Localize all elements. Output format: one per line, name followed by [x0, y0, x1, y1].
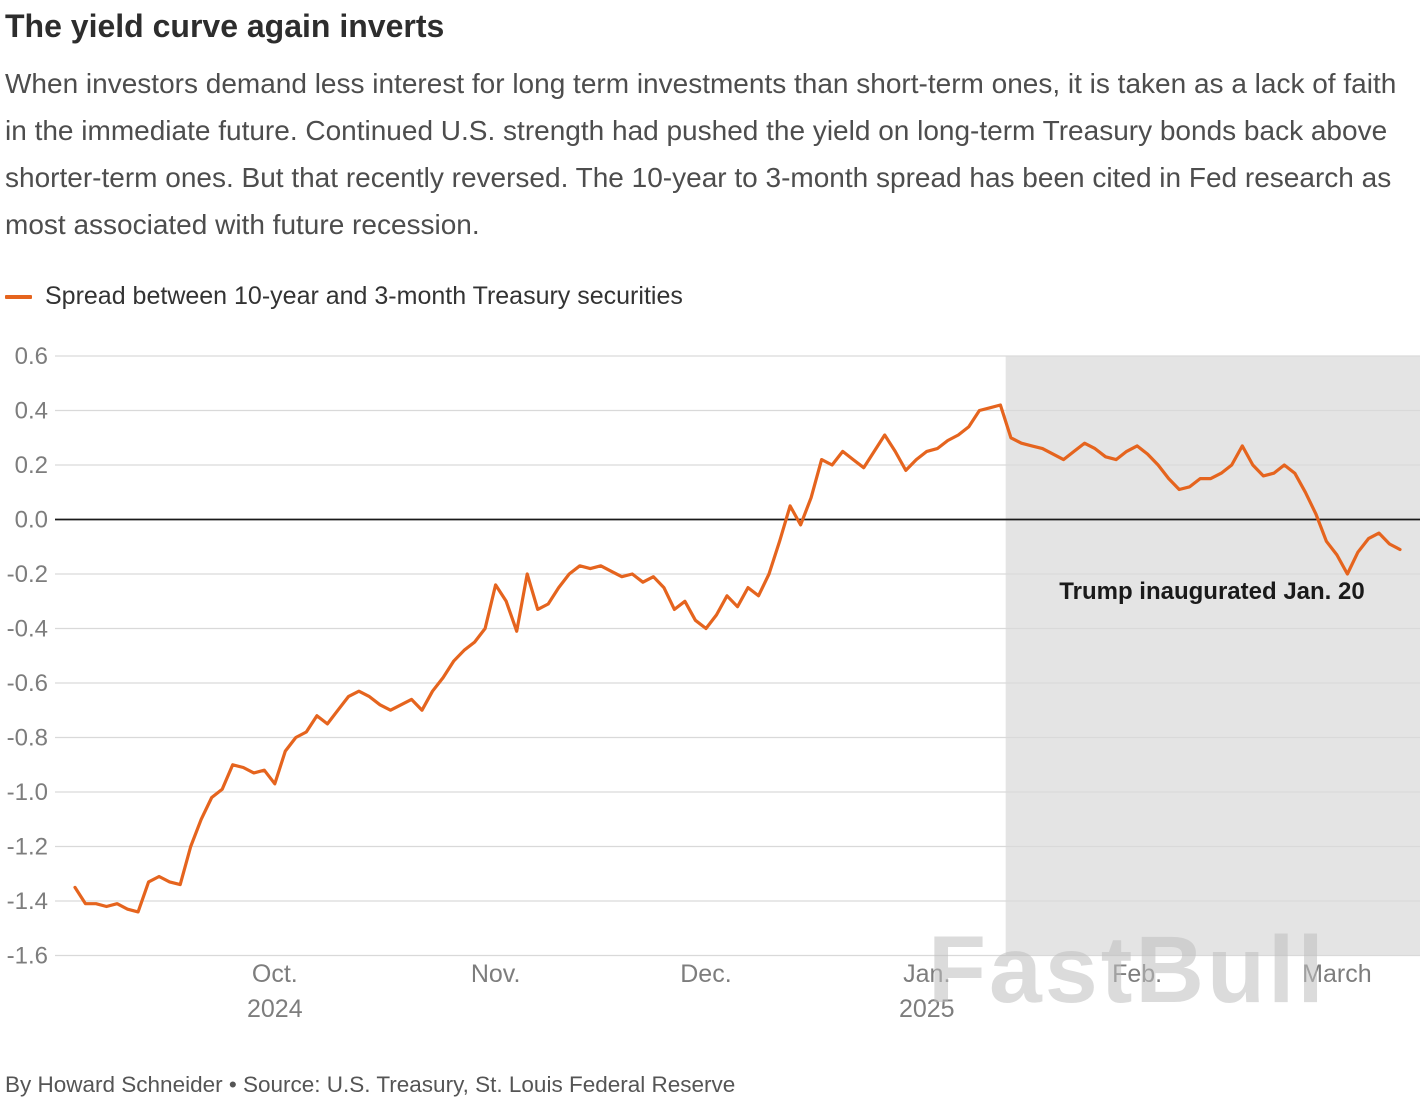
inauguration-annotation: Trump inaugurated Jan. 20: [1059, 578, 1365, 605]
page-title: The yield curve again inverts: [5, 8, 445, 44]
legend: Spread between 10-year and 3-month Treas…: [5, 282, 683, 311]
y-axis-tick-label: -1.2: [7, 834, 48, 861]
x-axis-tick-label: Dec.: [680, 960, 731, 988]
chart-description: When investors demand less interest for …: [5, 68, 1397, 240]
x-axis-tick-label: Jan.: [903, 960, 950, 988]
x-axis-tick-label: March: [1302, 960, 1371, 988]
yield-curve-chart: 0.6 0.4 0.2 0.0 -0.2 -0.4 -0.6 -0.8 -1.0 -1.2 -1.4…: [7, 343, 1420, 1023]
byline-source: By Howard Schneider • Source: U.S. Treas…: [5, 1072, 736, 1097]
y-axis-tick-label: -0.4: [7, 616, 48, 643]
y-axis-tick-label: -0.8: [7, 725, 48, 752]
legend-line-swatch-icon: [5, 294, 32, 299]
y-axis-tick-label: -0.2: [7, 561, 48, 588]
y-axis-tick-label: -1.4: [7, 888, 48, 915]
spread-line: [73, 403, 1402, 914]
y-axis-tick-label: 0.2: [15, 452, 48, 479]
x-axis-year-label: 2025: [899, 995, 955, 1023]
y-axis-tick-label: -0.6: [7, 670, 48, 697]
y-axis-tick-label: 0.6: [15, 343, 48, 370]
y-axis-tick-label: -1.6: [7, 943, 48, 970]
y-axis-tick-label: 0.4: [15, 398, 48, 425]
x-axis-tick-label: Oct.: [252, 960, 298, 988]
y-axis-tick-label: -1.0: [7, 779, 48, 806]
y-axis-tick-label: 0.0: [15, 507, 48, 534]
x-axis-tick-label: Nov.: [471, 960, 521, 988]
inauguration-shaded-region: [1005, 356, 1420, 956]
x-axis-tick-label: Feb.: [1112, 960, 1162, 988]
x-axis-year-label: 2024: [247, 995, 303, 1023]
legend-label: Spread between 10-year and 3-month Treas…: [45, 282, 683, 310]
